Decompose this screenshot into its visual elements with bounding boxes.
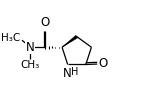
Text: H₃C: H₃C	[0, 33, 20, 43]
Text: CH₃: CH₃	[21, 60, 40, 70]
Text: H: H	[71, 67, 78, 77]
Text: O: O	[41, 16, 50, 29]
Text: N: N	[62, 67, 71, 80]
Text: N: N	[26, 41, 35, 54]
Polygon shape	[62, 35, 78, 47]
Text: O: O	[99, 57, 108, 70]
